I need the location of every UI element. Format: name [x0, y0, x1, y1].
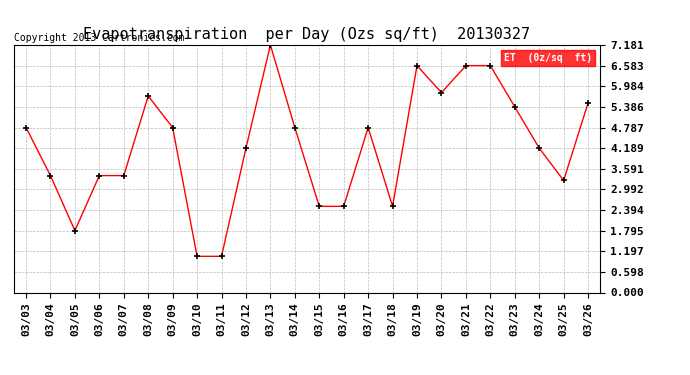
Text: Copyright 2013 Cartronics.com: Copyright 2013 Cartronics.com: [14, 33, 184, 42]
Title: Evapotranspiration  per Day (Ozs sq/ft)  20130327: Evapotranspiration per Day (Ozs sq/ft) 2…: [83, 27, 531, 42]
Legend: ET  (0z/sq  ft): ET (0z/sq ft): [502, 50, 595, 66]
